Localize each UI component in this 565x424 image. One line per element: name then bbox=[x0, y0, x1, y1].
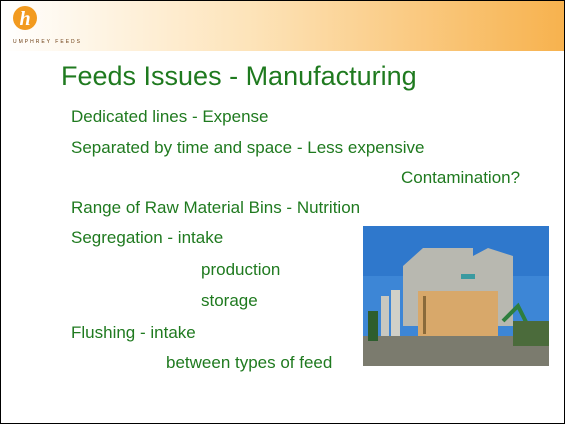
factory-photo bbox=[363, 226, 549, 366]
bullet-line: production bbox=[201, 260, 280, 280]
bullet-line: Dedicated lines - Expense bbox=[71, 107, 269, 127]
slide-title: Feeds Issues - Manufacturing bbox=[61, 61, 417, 92]
logo-text: UMPHREY FEEDS bbox=[13, 39, 82, 45]
bullet-line: Contamination? bbox=[401, 168, 520, 188]
svg-text:h: h bbox=[19, 8, 30, 30]
bullet-line: Flushing - intake bbox=[71, 323, 196, 343]
header-band bbox=[1, 1, 564, 51]
bullet-line: between types of feed bbox=[166, 353, 332, 373]
slide: h UMPHREY FEEDS Feeds Issues - Manufactu… bbox=[0, 0, 565, 424]
logo: h bbox=[11, 3, 39, 33]
bullet-line: Separated by time and space - Less expen… bbox=[71, 138, 424, 158]
bullet-line: Range of Raw Material Bins - Nutrition bbox=[71, 198, 360, 218]
bullet-line: storage bbox=[201, 291, 258, 311]
bullet-line: Segregation - intake bbox=[71, 228, 223, 248]
